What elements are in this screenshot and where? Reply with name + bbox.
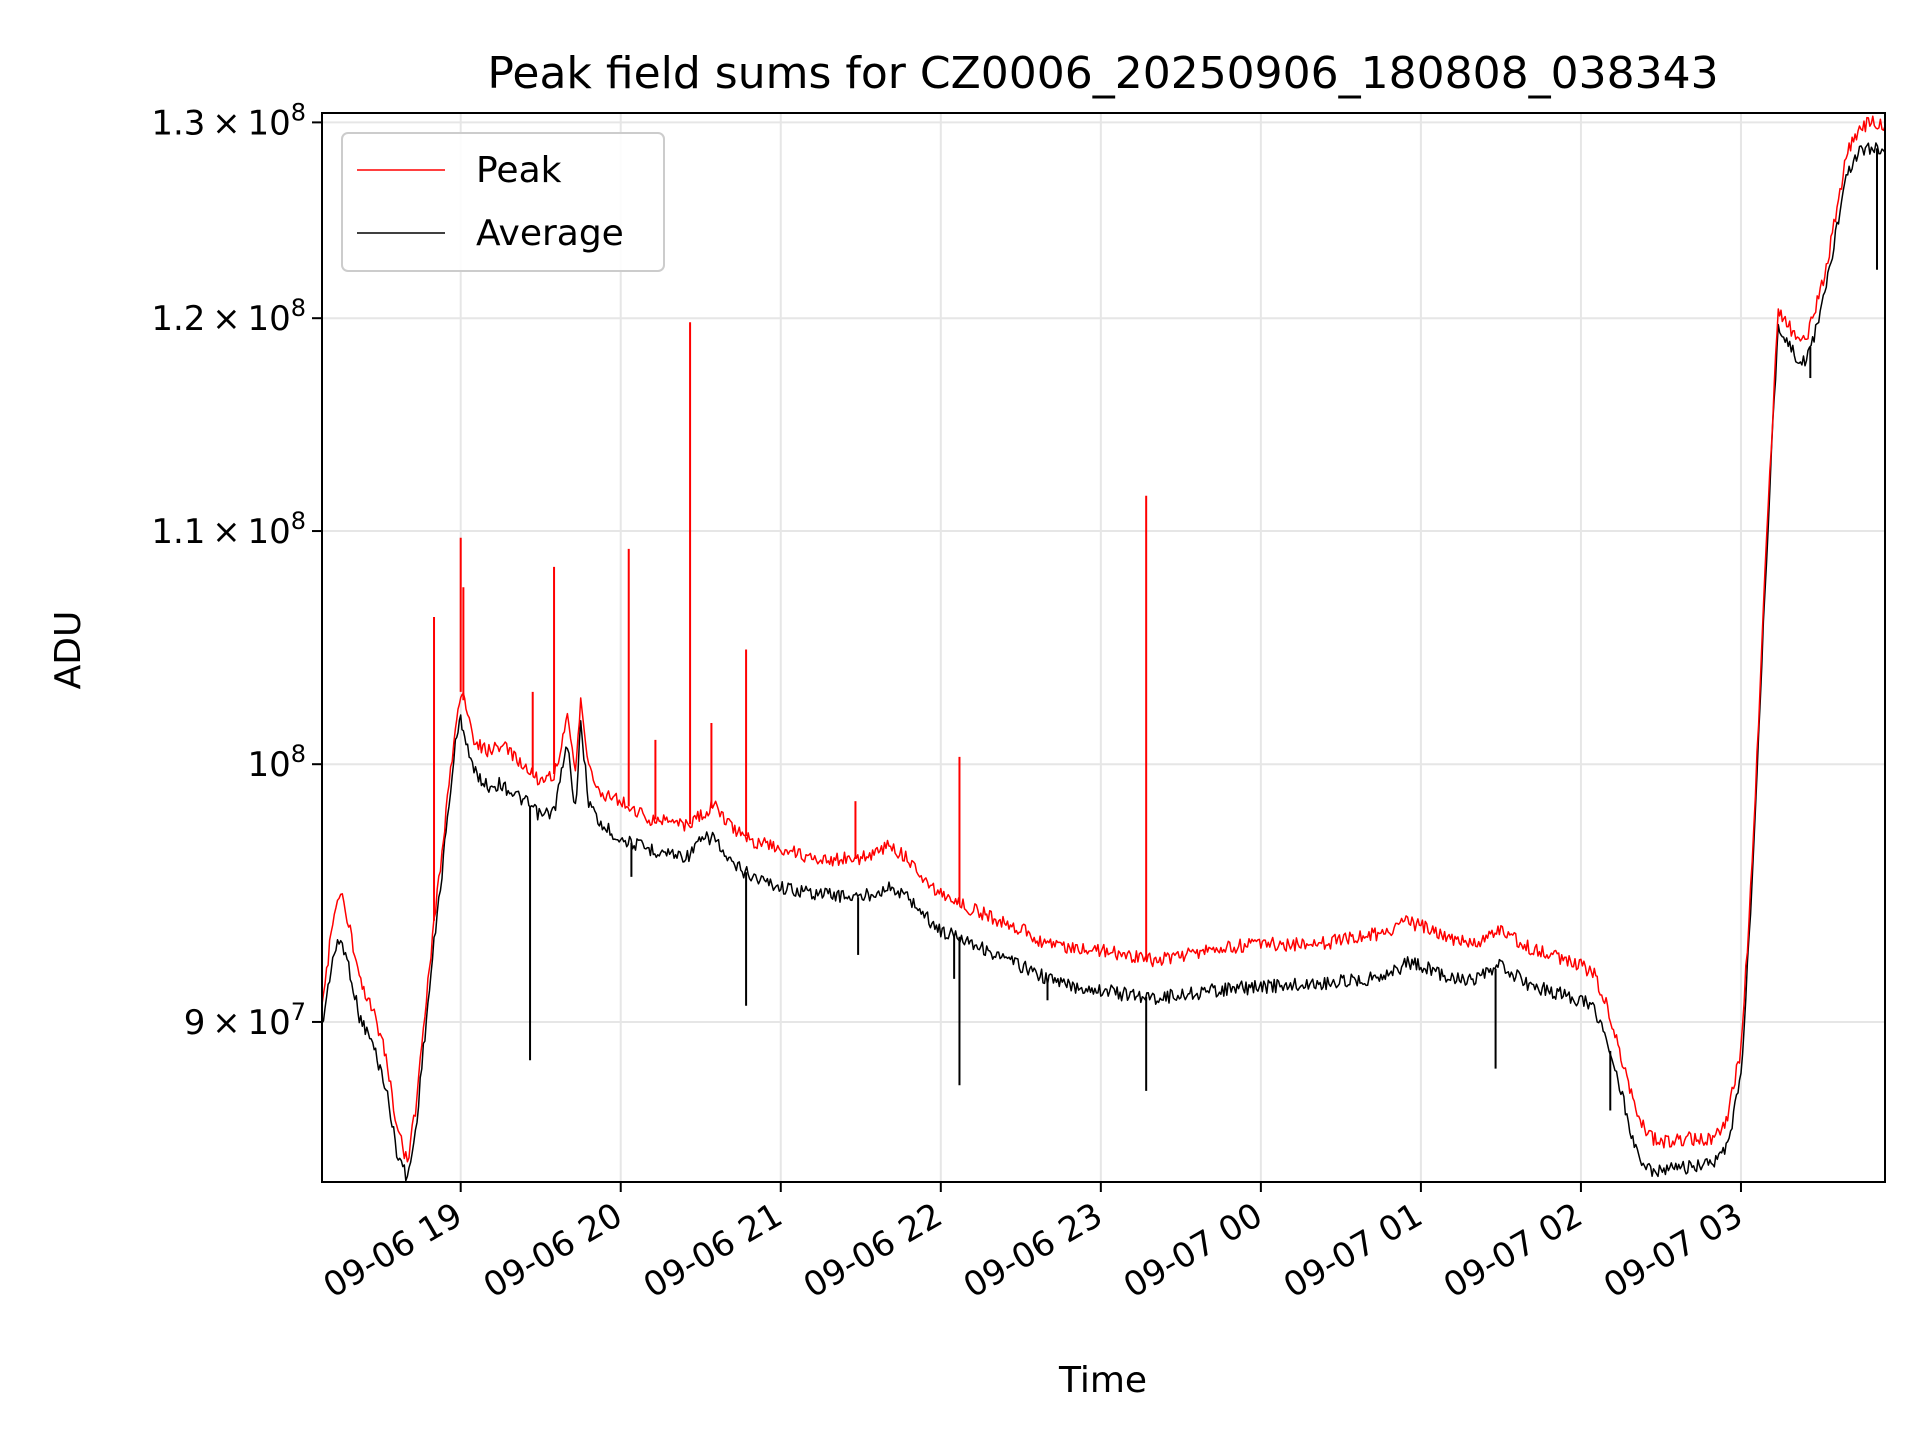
legend-label-average: Average (476, 213, 624, 254)
series-line-average (321, 142, 1886, 1182)
y-tick-label: 9 × 107 (184, 998, 306, 1043)
y-ticks: 9 × 107 108 1.1 × 108 1.2 × 108 1.3 × 108 (151, 98, 322, 1043)
y-axis-label: ADU (48, 611, 89, 690)
y-tick-label: 1.2 × 108 (151, 294, 306, 339)
y-tick-label: 1.1 × 108 (151, 507, 306, 552)
y-tick-label: 108 (247, 740, 306, 785)
plot-frame (321, 112, 1886, 1183)
y-tick-label: 1.3 × 108 (151, 98, 306, 143)
legend-label-peak: Peak (476, 150, 562, 191)
grid (322, 113, 1885, 1182)
chart-title: Peak field sums for CZ0006_20250906_1808… (487, 48, 1718, 99)
legend: Peak Average (341, 132, 665, 272)
series-layer (321, 115, 1886, 1182)
x-axis-label: Time (1058, 1360, 1147, 1401)
legend-box (341, 132, 665, 272)
series-line-peak (321, 115, 1886, 1163)
